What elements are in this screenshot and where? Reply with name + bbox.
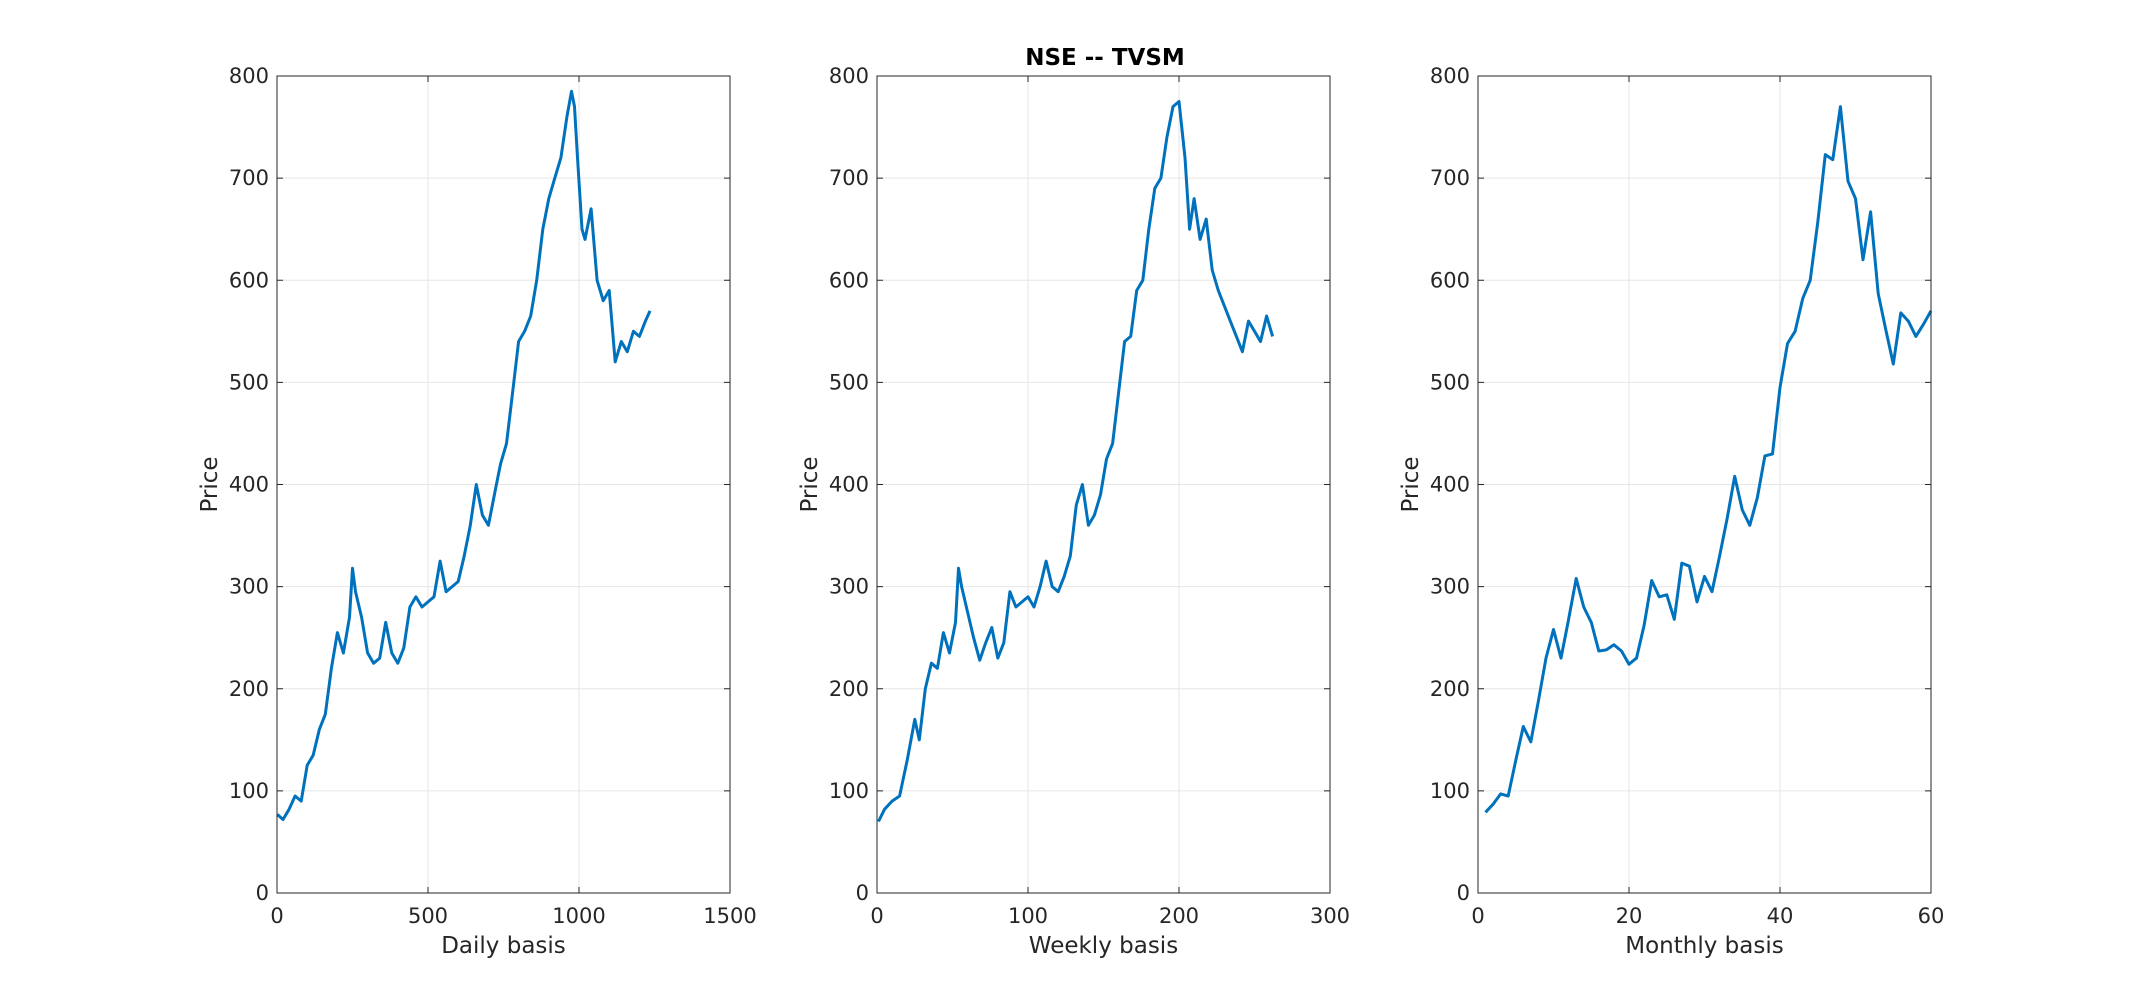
y-tick-label: 200 [229, 677, 269, 701]
y-tick-label: 700 [829, 166, 869, 190]
y-tick-label: 0 [256, 881, 269, 905]
x-tick-label: 1500 [703, 904, 756, 928]
y-tick-label: 200 [1430, 677, 1470, 701]
x-tick-label: 40 [1767, 904, 1794, 928]
x-tick-label: 0 [870, 904, 883, 928]
y-tick-label: 500 [1430, 370, 1470, 394]
y-tick-label: 300 [229, 575, 269, 599]
figure-title: NSE -- TVSM [1025, 45, 1185, 71]
y-tick-label: 300 [829, 575, 869, 599]
x-tick-label: 0 [270, 904, 283, 928]
y-tick-label: 400 [1430, 473, 1470, 497]
x-axis-label: Weekly basis [1029, 933, 1178, 959]
price-line [1484, 105, 1933, 814]
y-tick-label: 600 [1430, 268, 1470, 292]
y-tick-label: 800 [829, 64, 869, 88]
y-tick-label: 0 [1457, 881, 1470, 905]
daily-basis-panel: 0 500 1000 1500 0 100 200 300 400 500 600 700 800 Dai… [197, 64, 757, 959]
y-tick-label: 200 [829, 677, 869, 701]
monthly-basis-panel: 0 20 40 600100200300400500600700800Monthly … [1398, 64, 1944, 959]
y-tick-label: 100 [229, 779, 269, 803]
y-tick-label: 700 [229, 166, 269, 190]
y-tick-label: 300 [1430, 575, 1470, 599]
y-axis-label: Price [197, 456, 223, 512]
x-tick-label: 1000 [552, 904, 605, 928]
y-tick-label: 600 [229, 268, 269, 292]
x-axis-label: Monthly basis [1625, 933, 1783, 959]
y-tick-label: 400 [829, 473, 869, 497]
y-tick-label: 500 [829, 370, 869, 394]
x-tick-label: 60 [1918, 904, 1945, 928]
y-tick-label: 600 [829, 268, 869, 292]
x-tick-label: 100 [1008, 904, 1048, 928]
x-tick-label: 20 [1616, 904, 1643, 928]
y-tick-label: 0 [856, 881, 869, 905]
x-tick-label: 500 [408, 904, 448, 928]
y-tick-label: 700 [1430, 166, 1470, 190]
x-tick-label: 200 [1159, 904, 1199, 928]
price-line [877, 100, 1275, 823]
y-tick-label: 100 [1430, 779, 1470, 803]
y-axis-label: Price [1398, 456, 1424, 512]
weekly-basis-panel: 0 100 200 300 0 100 200 300 400 500 600 700 800 Weekl… [797, 64, 1350, 959]
price-line [276, 89, 652, 821]
x-tick-label: 0 [1471, 904, 1484, 928]
y-tick-label: 800 [1430, 64, 1470, 88]
y-tick-label: 800 [229, 64, 269, 88]
y-axis-label: Price [797, 456, 823, 512]
y-tick-label: 400 [229, 473, 269, 497]
x-tick-label: 300 [1310, 904, 1350, 928]
y-tick-label: 100 [829, 779, 869, 803]
x-axis-label: Daily basis [441, 933, 566, 959]
y-tick-label: 500 [229, 370, 269, 394]
